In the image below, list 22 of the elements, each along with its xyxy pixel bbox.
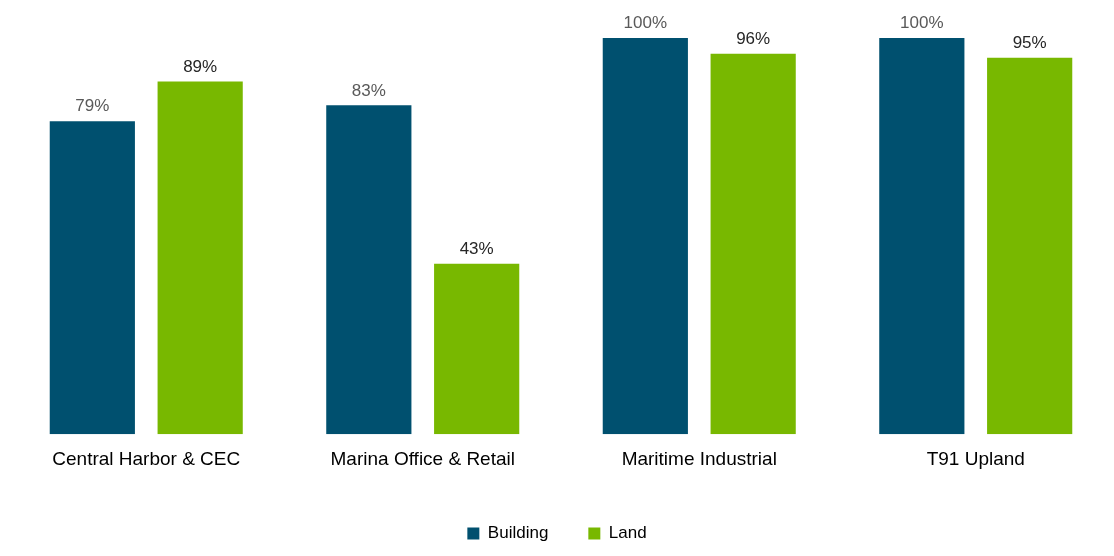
data-label: 95%: [1012, 33, 1047, 52]
data-label: 79%: [75, 96, 110, 116]
data-label: 43%: [459, 239, 494, 259]
bar: [157, 81, 243, 435]
x-tick-label: T91 Upland: [926, 447, 1025, 469]
bar: [434, 263, 520, 435]
data-label: 96%: [736, 29, 771, 49]
bar: [602, 38, 688, 435]
data-label: 83%: [351, 80, 386, 100]
x-tick-label: Maritime Industrial: [621, 447, 777, 469]
legend-label: Building: [487, 523, 549, 543]
bar: [987, 57, 1073, 435]
data-label: 89%: [183, 56, 218, 76]
data-label: 100%: [900, 13, 944, 33]
x-tick-label: Central Harbor & CEC: [52, 447, 241, 469]
x-tick-label: Marina Office & Retail: [330, 447, 515, 469]
bar: [326, 105, 412, 435]
bar: [49, 121, 135, 435]
bar: [710, 53, 796, 435]
data-label: 100%: [623, 13, 668, 33]
bar: [879, 38, 965, 435]
legend-label: Land: [608, 523, 647, 543]
